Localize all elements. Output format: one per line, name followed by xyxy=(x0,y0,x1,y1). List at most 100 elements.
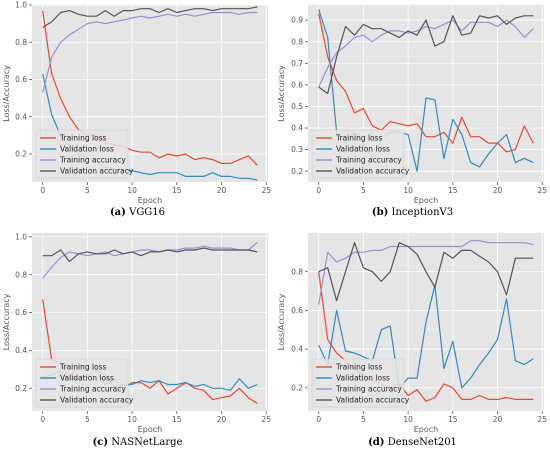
chart-a-xtick-label: 25 xyxy=(261,186,271,195)
chart-c-svg: 0 5 10 15 20 25 0.2 0.4 0.6 0.8 1.0 Epoch Loss/Accur… xyxy=(2,232,271,434)
chart-c-xtick-label: 20 xyxy=(217,415,227,424)
chart-a-caption-letter: (a) xyxy=(109,207,126,218)
chart-b-caption-letter: (b) xyxy=(371,207,389,218)
chart-a-ylabel: Loss/Accuracy xyxy=(2,65,11,122)
chart-d-xtick-label: 0 xyxy=(316,415,321,424)
chart-b-ytick-label: 0.8 xyxy=(291,37,303,46)
chart-d-xtick-label: 5 xyxy=(361,415,366,424)
chart-b-legend-label: Validation loss xyxy=(336,145,390,154)
chart-b-caption-name: InceptionV3 xyxy=(391,207,454,218)
chart-c-series-validation-accuracy-line xyxy=(42,247,258,263)
chart-a-series-validation-accuracy-line xyxy=(42,6,258,28)
chart-c-ytick-label: 0.2 xyxy=(15,384,27,393)
chart-c-caption-letter: (c) xyxy=(92,437,109,448)
chart-d-caption-letter: (d) xyxy=(368,437,385,448)
chart-c-legend-label: Training accuracy xyxy=(59,385,126,394)
chart-b-ytick-label: 0.9 xyxy=(291,16,303,25)
chart-b-ylabel: Loss/Accuracy xyxy=(277,65,286,122)
chart-a-legend-label: Validation loss xyxy=(60,145,114,154)
chart-b-xtick-label: 20 xyxy=(493,186,503,195)
chart-a-legend xyxy=(35,129,129,179)
chart-b-ytick-label: 0.2 xyxy=(291,167,303,176)
chart-a-legend-label: Training loss xyxy=(59,134,107,143)
chart-a-xtick-label: 5 xyxy=(85,186,90,195)
chart-d-xlabel: Epoch xyxy=(414,425,439,434)
chart-b-xlabel: Epoch xyxy=(414,196,439,205)
chart-d-legend-label: Validation loss xyxy=(336,374,390,383)
chart-b-ytick-label: 0.7 xyxy=(291,59,303,68)
chart-b-caption: (b) InceptionV3 xyxy=(275,207,550,218)
chart-d-ytick-label: 0.2 xyxy=(291,383,303,392)
chart-a-ytick-label: 0.8 xyxy=(15,38,27,47)
chart-c-xlabel: Epoch xyxy=(138,425,163,434)
chart-c-legend-label: Training loss xyxy=(59,363,107,372)
chart-c-xtick-label: 0 xyxy=(40,415,45,424)
chart-d-legend-label: Training accuracy xyxy=(335,385,402,394)
chart-a-ytick-label: 0.4 xyxy=(15,112,27,121)
chart-d-legend xyxy=(311,358,405,408)
chart-c-ytick-label: 0.6 xyxy=(15,308,27,317)
chart-a-xtick-label: 15 xyxy=(172,186,182,195)
chart-c-xtick-label: 10 xyxy=(127,415,137,424)
chart-b-series-training-accuracy-line xyxy=(318,19,534,88)
chart-a-legend-label: Training accuracy xyxy=(59,156,126,165)
chart-b-series-validation-accuracy-line xyxy=(318,15,534,95)
chart-b-svg: 0 5 10 15 20 25 0.2 0.3 0.4 0.5 0.6 0.7 0.8 0.9 Epoch L… xyxy=(277,5,547,205)
chart-d-series-validation-accuracy-line xyxy=(318,242,534,302)
chart-d-xtick-label: 15 xyxy=(448,415,458,424)
chart-d-xtick-label: 25 xyxy=(537,415,547,424)
chart-d-ytick-label: 0.4 xyxy=(291,345,303,354)
chart-d-caption: (d) DenseNet201 xyxy=(275,437,550,448)
chart-panel-c: 0 5 10 15 20 25 0.2 0.4 0.6 0.8 1.0 Epoch Loss/Accur… xyxy=(0,228,275,455)
chart-d-xtick-label: 10 xyxy=(403,415,413,424)
chart-c-caption: (c) NASNetLarge xyxy=(0,437,275,448)
chart-b-xtick-label: 15 xyxy=(448,186,458,195)
chart-b-ytick-label: 0.3 xyxy=(291,145,303,154)
chart-d-series-training-accuracy-line xyxy=(318,240,534,305)
chart-a-xtick-label: 0 xyxy=(40,186,45,195)
chart-d-series-validation-loss-line xyxy=(318,284,534,389)
chart-a-xtick-label: 20 xyxy=(217,186,227,195)
chart-c-legend-label: Validation loss xyxy=(60,374,114,383)
chart-d-legend-label: Validation accuracy xyxy=(336,396,410,405)
chart-a-xlabel: Epoch xyxy=(138,196,163,205)
chart-b-xtick-label: 5 xyxy=(361,186,366,195)
chart-c-xtick-label: 15 xyxy=(172,415,182,424)
chart-b-legend-label: Training accuracy xyxy=(335,156,402,165)
chart-a-ytick-label: 1.0 xyxy=(15,1,27,10)
chart-a-xtick-label: 10 xyxy=(127,186,137,195)
chart-c-xtick-label: 25 xyxy=(261,415,271,424)
chart-panel-a: 0 5 10 15 20 25 0.2 0.4 0.6 0.8 1.0 Epoch Loss/Accur… xyxy=(0,0,275,227)
chart-b-ytick-label: 0.5 xyxy=(291,102,303,111)
chart-c-ytick-label: 1.0 xyxy=(15,232,27,241)
chart-d-svg: 0 5 10 15 20 25 0.2 0.4 0.6 0.8 Epoch Loss/Accuracy… xyxy=(277,233,547,434)
chart-a-series-training-accuracy-line xyxy=(42,11,258,93)
chart-c-ytick-label: 0.4 xyxy=(15,346,27,355)
chart-b-ytick-label: 0.6 xyxy=(291,80,303,89)
chart-c-legend xyxy=(35,358,129,408)
chart-d-xtick-label: 20 xyxy=(493,415,503,424)
chart-b-ytick-label: 0.4 xyxy=(291,124,303,133)
chart-a-ytick-label: 0.6 xyxy=(15,75,27,84)
chart-b-xtick-label: 10 xyxy=(403,186,413,195)
chart-d-caption-name: DenseNet201 xyxy=(387,437,457,448)
chart-a-caption: (a) VGG16 xyxy=(0,207,275,218)
chart-c-ylabel: Loss/Accuracy xyxy=(2,293,11,350)
chart-a-svg: 0 5 10 15 20 25 0.2 0.4 0.6 0.8 1.0 Epoch Loss/Accur… xyxy=(2,1,271,205)
chart-c-legend-label: Validation accuracy xyxy=(60,396,134,405)
chart-a-legend-label: Validation accuracy xyxy=(60,167,134,176)
chart-b-legend xyxy=(311,129,405,179)
chart-d-ylabel: Loss/Accuracy xyxy=(277,293,286,350)
chart-b-legend-label: Training loss xyxy=(335,134,383,143)
chart-b-xtick-label: 25 xyxy=(537,186,547,195)
chart-c-ytick-label: 0.8 xyxy=(15,270,27,279)
chart-panel-b: 0 5 10 15 20 25 0.2 0.3 0.4 0.5 0.6 0.7 0.8 0.9 Epoch L… xyxy=(275,0,550,227)
chart-a-ytick-label: 0.2 xyxy=(15,150,27,159)
chart-panel-d: 0 5 10 15 20 25 0.2 0.4 0.6 0.8 Epoch Loss/Accuracy… xyxy=(275,228,550,455)
chart-d-legend-label: Training loss xyxy=(335,363,383,372)
chart-c-caption-name: NASNetLarge xyxy=(111,437,183,448)
chart-c-xtick-label: 5 xyxy=(85,415,90,424)
chart-a-caption-name: VGG16 xyxy=(129,207,166,218)
chart-b-xtick-label: 0 xyxy=(316,186,321,195)
chart-d-ytick-label: 0.6 xyxy=(291,306,303,315)
